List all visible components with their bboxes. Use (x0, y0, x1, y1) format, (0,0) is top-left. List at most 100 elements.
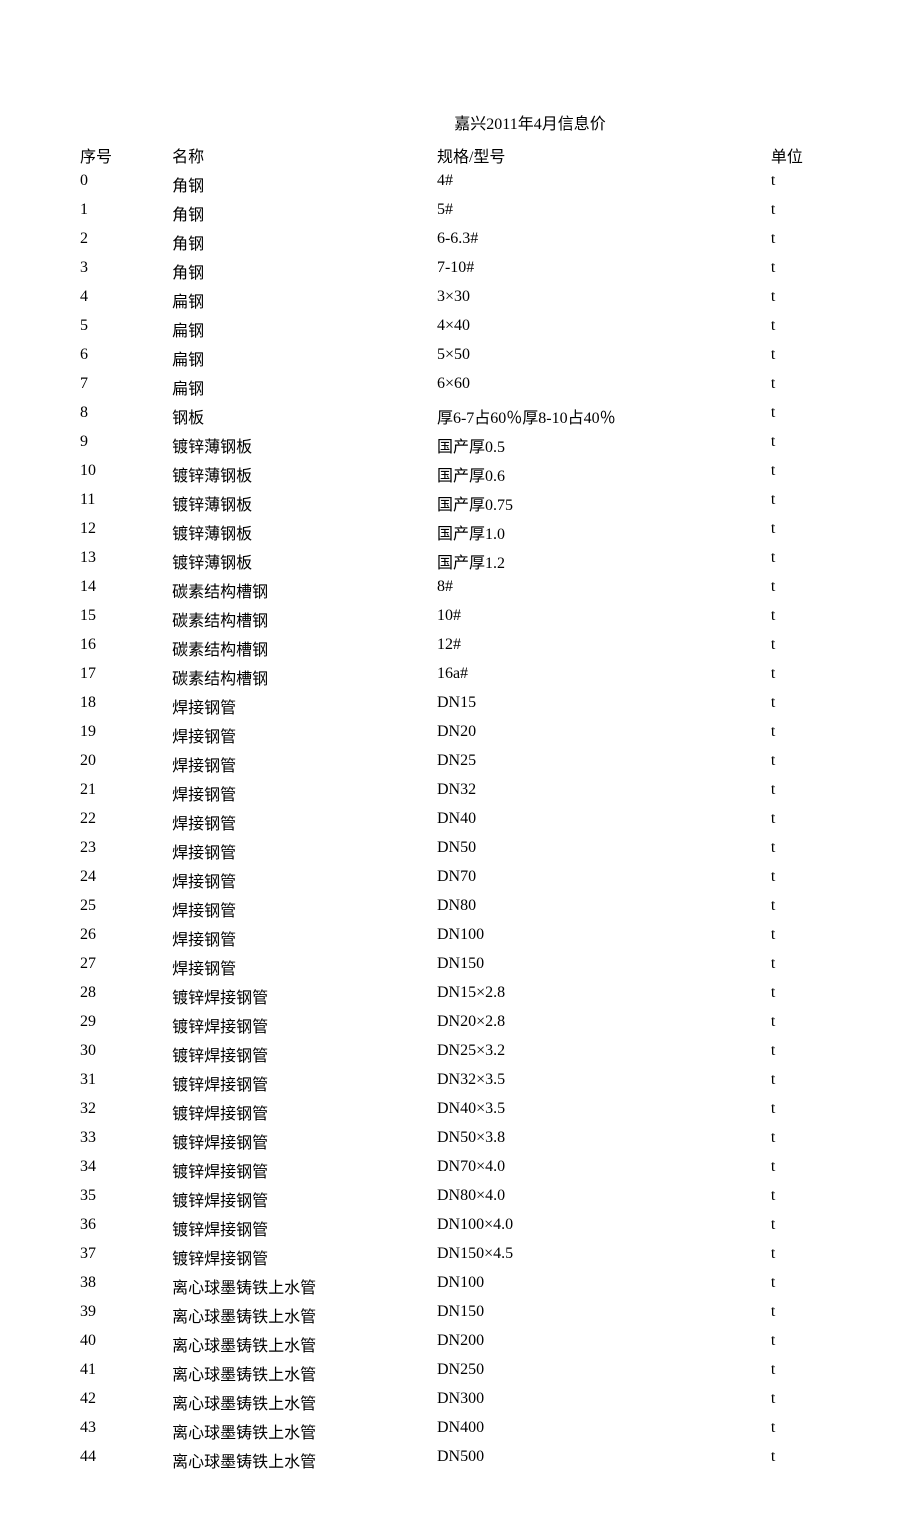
cell-name: 镀锌焊接钢管 (172, 1039, 437, 1068)
cell-spec: 国产厚1.0 (437, 517, 771, 546)
cell-seq: 5 (80, 314, 172, 343)
header-name: 名称 (172, 140, 437, 169)
cell-seq: 4 (80, 285, 172, 314)
cell-spec: DN200 (437, 1329, 771, 1358)
cell-unit: t (771, 894, 840, 923)
cell-seq: 0 (80, 169, 172, 198)
cell-name: 离心球墨铸铁上水管 (172, 1300, 437, 1329)
table-row: 12镀锌薄钢板国产厚1.0t (80, 517, 840, 546)
cell-name: 镀锌焊接钢管 (172, 1126, 437, 1155)
cell-spec: 厚6-7占60％厚8-10占40％ (437, 401, 771, 430)
cell-unit: t (771, 836, 840, 865)
cell-spec: DN150 (437, 952, 771, 981)
cell-seq: 34 (80, 1155, 172, 1184)
cell-spec: DN400 (437, 1416, 771, 1445)
cell-name: 镀锌薄钢板 (172, 488, 437, 517)
cell-unit: t (771, 778, 840, 807)
cell-unit: t (771, 1097, 840, 1126)
cell-seq: 23 (80, 836, 172, 865)
cell-seq: 6 (80, 343, 172, 372)
cell-unit: t (771, 981, 840, 1010)
table-row: 32镀锌焊接钢管DN40×3.5t (80, 1097, 840, 1126)
table-row: 8钢板厚6-7占60％厚8-10占40％t (80, 401, 840, 430)
table-row: 18焊接钢管DN15t (80, 691, 840, 720)
cell-spec: 12# (437, 633, 771, 662)
cell-unit: t (771, 1010, 840, 1039)
cell-spec: DN70 (437, 865, 771, 894)
cell-name: 镀锌薄钢板 (172, 459, 437, 488)
cell-name: 钢板 (172, 401, 437, 430)
table-row: 39离心球墨铸铁上水管DN150t (80, 1300, 840, 1329)
cell-name: 焊接钢管 (172, 691, 437, 720)
cell-spec: 5# (437, 198, 771, 227)
cell-unit: t (771, 1416, 840, 1445)
cell-spec: DN25×3.2 (437, 1039, 771, 1068)
table-row: 22焊接钢管DN40t (80, 807, 840, 836)
cell-name: 镀锌焊接钢管 (172, 1097, 437, 1126)
cell-seq: 21 (80, 778, 172, 807)
table-row: 6扁钢5×50t (80, 343, 840, 372)
cell-spec: DN40×3.5 (437, 1097, 771, 1126)
table-row: 20焊接钢管DN25t (80, 749, 840, 778)
table-row: 4扁钢3×30t (80, 285, 840, 314)
cell-unit: t (771, 1126, 840, 1155)
cell-unit: t (771, 749, 840, 778)
cell-spec: 10# (437, 604, 771, 633)
table-row: 30镀锌焊接钢管DN25×3.2t (80, 1039, 840, 1068)
cell-seq: 32 (80, 1097, 172, 1126)
cell-unit: t (771, 314, 840, 343)
cell-seq: 27 (80, 952, 172, 981)
cell-seq: 37 (80, 1242, 172, 1271)
cell-name: 角钢 (172, 256, 437, 285)
cell-seq: 15 (80, 604, 172, 633)
cell-name: 镀锌薄钢板 (172, 430, 437, 459)
cell-seq: 38 (80, 1271, 172, 1300)
cell-name: 焊接钢管 (172, 923, 437, 952)
cell-spec: DN50×3.8 (437, 1126, 771, 1155)
cell-seq: 12 (80, 517, 172, 546)
cell-name: 焊接钢管 (172, 749, 437, 778)
cell-unit: t (771, 1387, 840, 1416)
cell-name: 镀锌焊接钢管 (172, 1184, 437, 1213)
cell-seq: 25 (80, 894, 172, 923)
cell-seq: 1 (80, 198, 172, 227)
cell-spec: 6×60 (437, 372, 771, 401)
table-row: 14碳素结构槽钢8#t (80, 575, 840, 604)
cell-seq: 42 (80, 1387, 172, 1416)
cell-spec: 7-10# (437, 256, 771, 285)
cell-seq: 10 (80, 459, 172, 488)
cell-name: 焊接钢管 (172, 807, 437, 836)
table-row: 26焊接钢管DN100t (80, 923, 840, 952)
table-header-row: 序号 名称 规格/型号 单位 (80, 140, 840, 169)
cell-name: 镀锌焊接钢管 (172, 981, 437, 1010)
table-row: 23焊接钢管DN50t (80, 836, 840, 865)
cell-unit: t (771, 720, 840, 749)
table-row: 35镀锌焊接钢管DN80×4.0t (80, 1184, 840, 1213)
cell-name: 角钢 (172, 169, 437, 198)
cell-unit: t (771, 1184, 840, 1213)
cell-seq: 39 (80, 1300, 172, 1329)
table-row: 10镀锌薄钢板国产厚0.6t (80, 459, 840, 488)
cell-name: 离心球墨铸铁上水管 (172, 1329, 437, 1358)
header-spec: 规格/型号 (437, 140, 771, 169)
header-unit: 单位 (771, 140, 840, 169)
cell-spec: DN150×4.5 (437, 1242, 771, 1271)
cell-name: 镀锌焊接钢管 (172, 1010, 437, 1039)
cell-unit: t (771, 343, 840, 372)
cell-unit: t (771, 633, 840, 662)
cell-unit: t (771, 1300, 840, 1329)
table-row: 19焊接钢管DN20t (80, 720, 840, 749)
cell-spec: DN15×2.8 (437, 981, 771, 1010)
cell-name: 离心球墨铸铁上水管 (172, 1387, 437, 1416)
cell-name: 扁钢 (172, 372, 437, 401)
cell-seq: 36 (80, 1213, 172, 1242)
cell-name: 角钢 (172, 227, 437, 256)
cell-seq: 20 (80, 749, 172, 778)
table-row: 36镀锌焊接钢管DN100×4.0t (80, 1213, 840, 1242)
cell-seq: 13 (80, 546, 172, 575)
cell-seq: 22 (80, 807, 172, 836)
cell-name: 离心球墨铸铁上水管 (172, 1416, 437, 1445)
cell-unit: t (771, 285, 840, 314)
cell-unit: t (771, 1039, 840, 1068)
cell-name: 镀锌焊接钢管 (172, 1155, 437, 1184)
